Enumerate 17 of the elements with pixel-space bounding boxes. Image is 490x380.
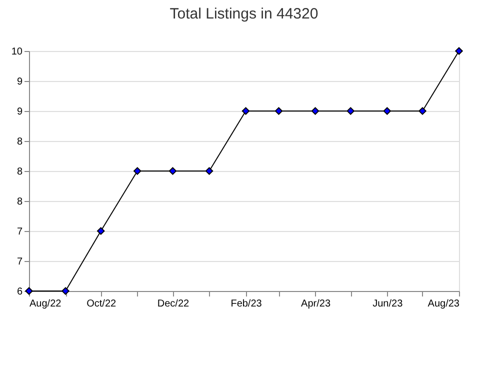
x-tick-label: Oct/22 (86, 298, 117, 310)
y-tick-label: 10 (11, 46, 23, 58)
x-tick-label: Apr/23 (301, 298, 331, 310)
y-tick-label: 8 (16, 166, 23, 178)
x-tick-label: Feb/23 (230, 298, 262, 310)
y-tick-label: 8 (16, 196, 23, 208)
y-tick-label: 6 (16, 286, 23, 298)
y-tick-label: 7 (16, 256, 23, 268)
y-tick-label: 7 (16, 226, 23, 238)
x-tick-label: Aug/22 (30, 298, 62, 310)
x-tick-label: Jun/23 (372, 298, 404, 310)
chart-title: Total Listings in 44320 (170, 6, 318, 23)
x-tick-label: Dec/22 (157, 298, 190, 310)
y-tick-label: 9 (16, 76, 23, 88)
y-tick-label: 8 (16, 136, 23, 148)
y-tick-label: 9 (16, 106, 23, 118)
x-tick-label: Aug/23 (428, 298, 460, 310)
